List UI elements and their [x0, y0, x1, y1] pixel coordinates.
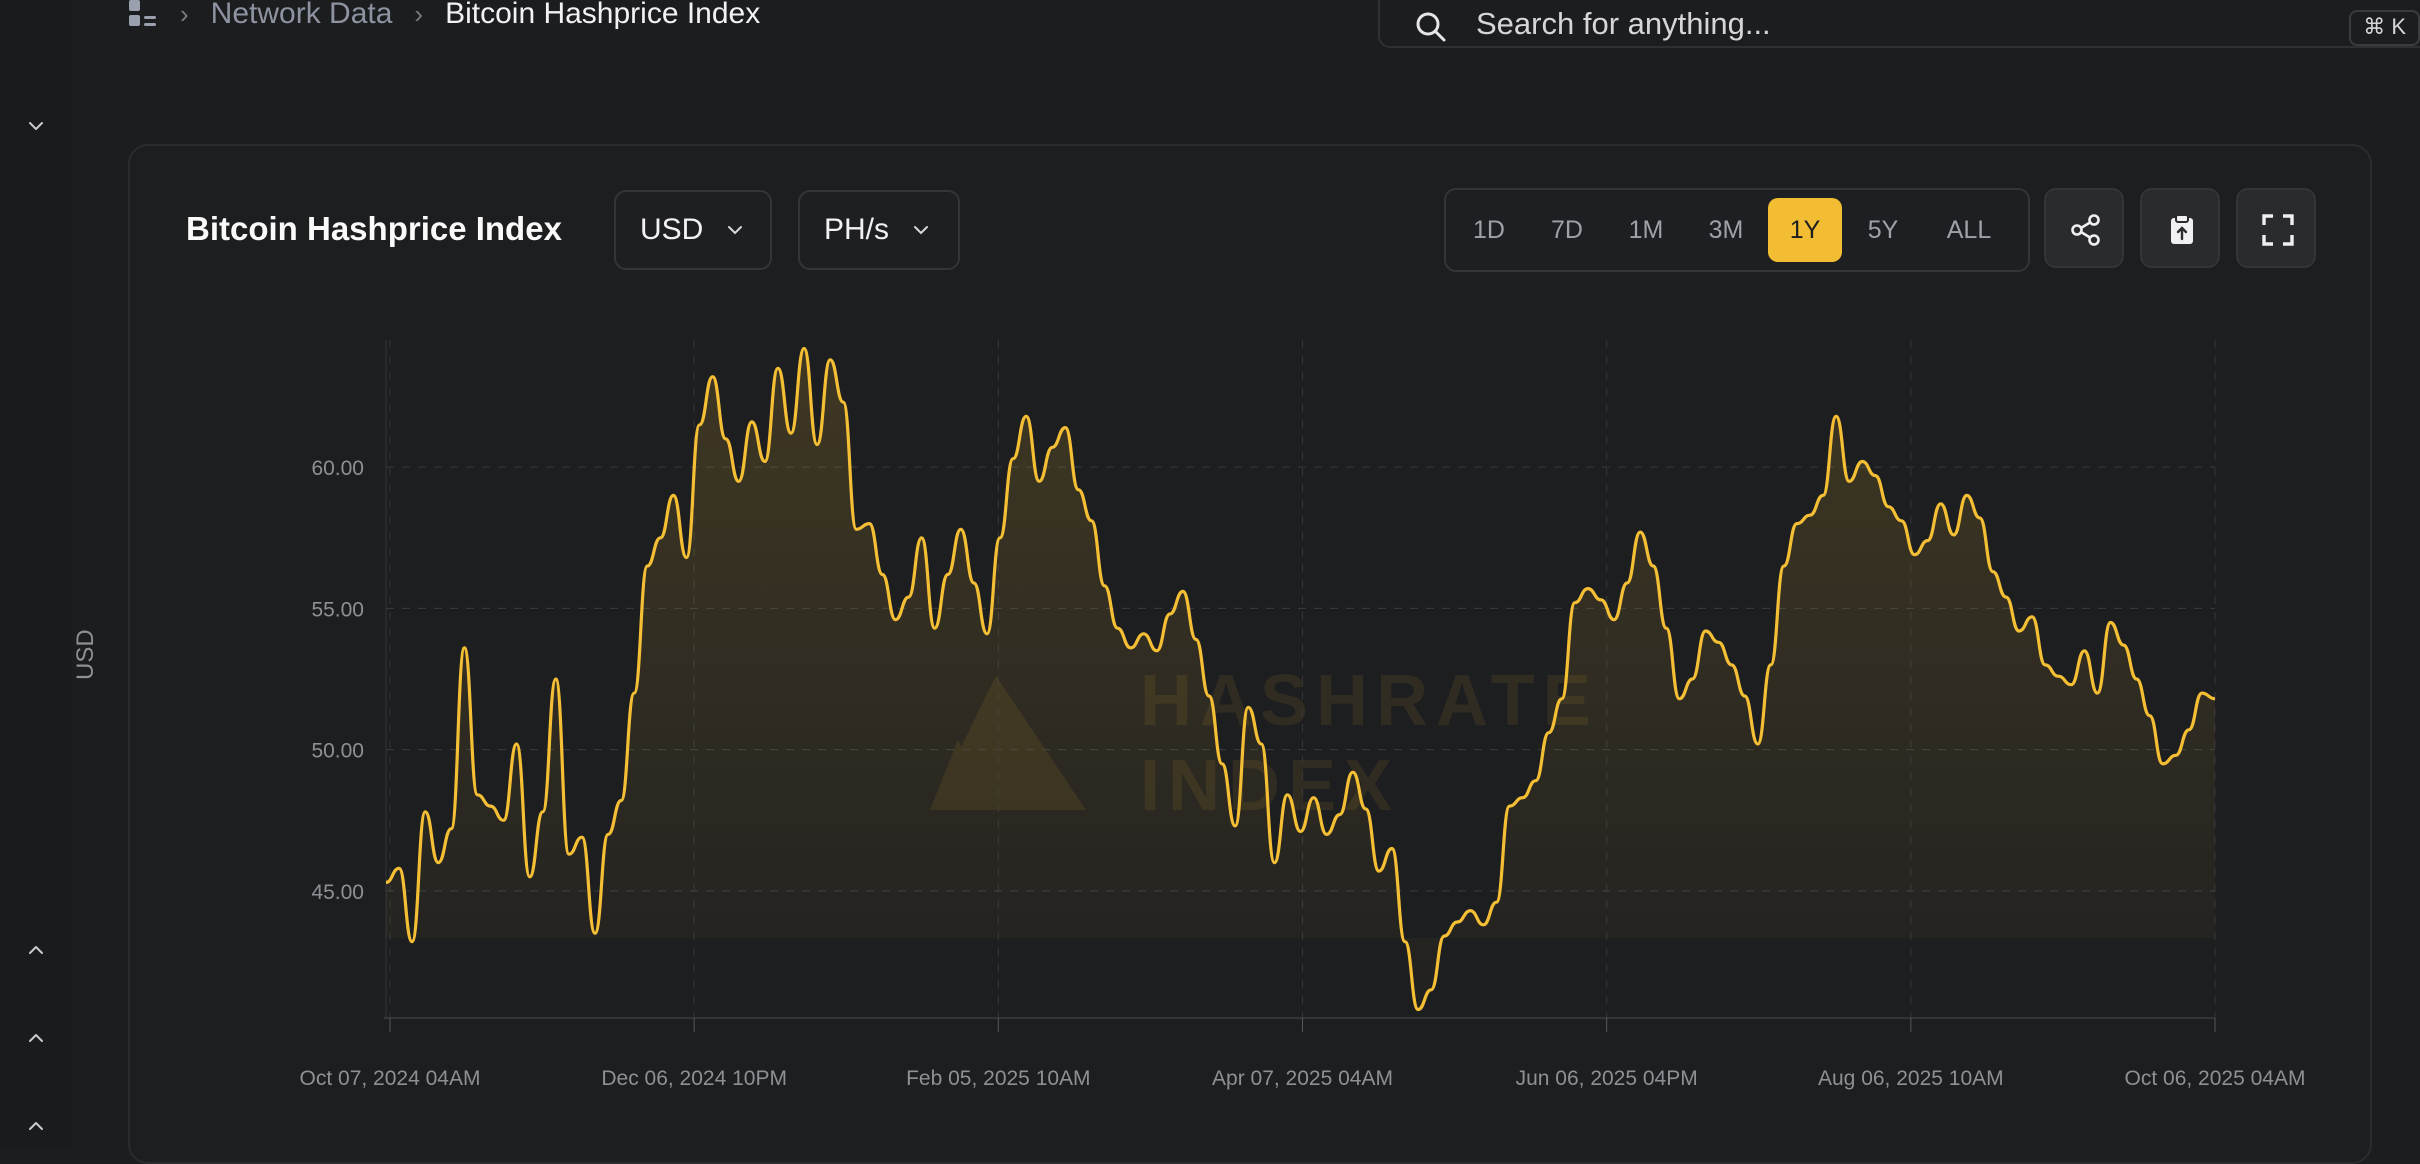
- chevron-right-icon: ›: [414, 0, 424, 29]
- clipboard-icon: [2171, 214, 2193, 244]
- x-tick-label: Aug 06, 2025 10AM: [1818, 1067, 2004, 1090]
- chart-title: Bitcoin Hashprice Index: [186, 210, 562, 247]
- range-7d-button[interactable]: 7D: [1551, 216, 1583, 244]
- y-tick-label: 50.00: [311, 740, 364, 763]
- search-input[interactable]: Search for anything... ⌘ K: [1378, 0, 2420, 48]
- grid-icon[interactable]: [128, 0, 158, 29]
- fullscreen-icon: [2262, 214, 2294, 246]
- topbar: › Network Data › Bitcoin Hashprice Index…: [72, 0, 2420, 60]
- x-tick-label: Oct 07, 2024 04AM: [300, 1067, 481, 1090]
- x-tick-label: Jun 06, 2025 04PM: [1516, 1067, 1698, 1090]
- chevron-up-icon[interactable]: [24, 938, 48, 962]
- range-1d-button[interactable]: 1D: [1473, 216, 1505, 244]
- y-tick-label: 60.00: [311, 457, 364, 480]
- fullscreen-button[interactable]: [2236, 188, 2316, 268]
- chevron-right-icon: ›: [180, 0, 189, 29]
- share-icon: [2071, 214, 2100, 246]
- y-tick-label: 45.00: [311, 881, 364, 904]
- time-range-group: 1D 7D 1M 3M 1Y 5Y ALL: [1444, 188, 2030, 272]
- chevron-down-icon: [728, 226, 743, 235]
- range-1y-button[interactable]: 1Y: [1768, 198, 1842, 262]
- chevron-up-icon[interactable]: [24, 1114, 48, 1138]
- breadcrumb: › Network Data › Bitcoin Hashprice Index: [128, 0, 760, 34]
- hashprice-line: [385, 346, 2216, 1012]
- sidebar: [0, 0, 72, 1148]
- share-button[interactable]: [2044, 188, 2124, 268]
- copy-button[interactable]: [2140, 188, 2220, 268]
- x-tick-label: Feb 05, 2025 10AM: [906, 1067, 1090, 1090]
- currency-value: USD: [640, 213, 704, 246]
- range-1m-button[interactable]: 1M: [1628, 216, 1664, 244]
- breadcrumb-link-network-data[interactable]: Network Data: [210, 0, 393, 30]
- search-placeholder: Search for anything...: [1476, 6, 1771, 41]
- x-axis: Oct 07, 2024 04AM Dec 06, 2024 10PM Feb 05…: [300, 1017, 2306, 1090]
- range-3m-button[interactable]: 3M: [1708, 216, 1744, 244]
- breadcrumb-current: Bitcoin Hashprice Index: [445, 0, 761, 30]
- range-all-button[interactable]: ALL: [1946, 216, 1992, 244]
- shortcut-badge: ⌘ K: [2349, 10, 2420, 46]
- y-tick-label: 55.00: [311, 598, 364, 621]
- currency-select[interactable]: USD: [614, 190, 772, 270]
- hashprice-area: [386, 348, 2215, 1010]
- x-tick-label: Dec 06, 2024 10PM: [601, 1067, 787, 1090]
- unit-value: PH/s: [824, 213, 890, 246]
- y-axis: 45.00 50.00 55.00 60.00: [311, 340, 387, 1018]
- x-tick-label: Oct 06, 2025 04AM: [2125, 1067, 2306, 1090]
- chevron-up-icon[interactable]: [24, 1026, 48, 1050]
- chevron-down-icon[interactable]: [24, 114, 48, 138]
- chevron-down-icon: [914, 226, 929, 235]
- x-tick-label: Apr 07, 2025 04AM: [1212, 1067, 1393, 1090]
- unit-select[interactable]: PH/s: [798, 190, 960, 270]
- range-5y-button[interactable]: 5Y: [1867, 216, 1899, 244]
- search-icon: [1414, 10, 1448, 44]
